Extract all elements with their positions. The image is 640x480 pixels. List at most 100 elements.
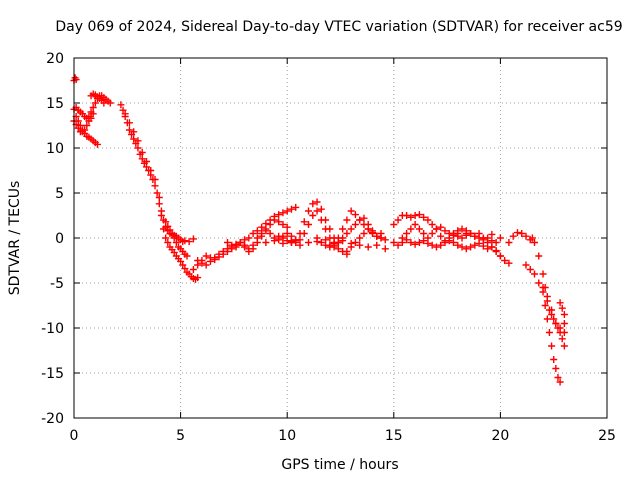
data-point — [501, 257, 509, 264]
y-axis-label: SDTVAR / TECUs — [7, 181, 23, 296]
data-point — [224, 239, 232, 246]
data-point — [100, 99, 108, 107]
data-point — [81, 126, 89, 134]
data-point — [535, 252, 543, 260]
data-point — [492, 248, 500, 255]
data-point — [292, 239, 300, 246]
data-point — [275, 211, 283, 219]
data-point — [441, 237, 449, 245]
data-point — [347, 225, 355, 233]
data-point — [513, 229, 521, 237]
data-point — [531, 270, 539, 278]
data-point — [241, 241, 249, 249]
data-point — [471, 241, 479, 249]
series-early-a — [70, 105, 101, 148]
data-point — [381, 245, 389, 253]
data-point — [560, 342, 568, 350]
data-point — [420, 237, 428, 245]
data-point — [224, 245, 232, 253]
data-point — [394, 241, 402, 249]
x-tick-label: 5 — [176, 428, 185, 444]
data-point — [279, 209, 287, 217]
data-point — [138, 155, 146, 163]
data-point — [330, 243, 338, 251]
data-point — [138, 149, 146, 156]
x-axis-label: GPS time / hours — [281, 457, 398, 473]
data-point — [394, 216, 402, 224]
data-point — [445, 234, 453, 242]
data-point — [179, 261, 187, 269]
data-point — [403, 230, 411, 237]
y-tick-label: 20 — [46, 51, 64, 67]
data-point — [249, 241, 257, 249]
data-point — [202, 261, 210, 269]
data-point — [347, 243, 355, 251]
data-point — [313, 207, 321, 215]
data-point — [390, 239, 398, 246]
data-point — [326, 241, 334, 249]
data-point — [275, 232, 283, 240]
data-point — [462, 227, 470, 235]
data-point — [351, 221, 359, 228]
y-tick-label: -10 — [41, 321, 64, 337]
series-late-fall-c — [539, 284, 568, 336]
data-point — [488, 237, 496, 245]
data-point — [545, 329, 553, 336]
data-point — [550, 315, 558, 323]
data-point — [125, 119, 133, 127]
data-point — [526, 266, 534, 273]
data-point — [554, 374, 562, 381]
series-mid-arch-b — [287, 207, 351, 258]
data-point — [543, 315, 551, 323]
data-point — [287, 238, 295, 246]
data-point — [411, 221, 419, 228]
data-point — [322, 225, 330, 233]
data-point — [232, 243, 240, 251]
series-early-d — [87, 90, 108, 107]
data-point — [432, 225, 440, 233]
data-point — [403, 236, 411, 244]
data-point — [509, 232, 517, 240]
data-point — [407, 239, 415, 246]
data-point — [458, 234, 466, 242]
data-point — [475, 230, 483, 237]
data-point — [560, 320, 568, 327]
series-decline-b — [121, 110, 197, 246]
data-point — [360, 230, 368, 237]
data-point — [373, 241, 381, 249]
data-point — [121, 110, 129, 118]
data-marks — [70, 74, 568, 386]
data-point — [147, 167, 155, 174]
data-point — [347, 207, 355, 215]
data-point — [87, 108, 95, 116]
axis-ticks: 0 5 10 15 20 25 -20 -15 -10 -5 0 5 10 15 20 — [41, 51, 616, 444]
data-point — [424, 234, 432, 242]
data-point — [535, 279, 543, 287]
data-point — [198, 259, 206, 267]
data-point — [373, 232, 381, 240]
data-point — [309, 212, 317, 219]
data-point — [428, 230, 436, 237]
data-point — [185, 238, 193, 246]
data-point — [415, 239, 423, 246]
data-point — [266, 230, 274, 237]
x-tick-label: 20 — [491, 428, 509, 444]
data-point — [89, 104, 97, 111]
data-point — [283, 230, 291, 237]
data-point — [475, 239, 483, 247]
data-point — [296, 241, 304, 249]
data-point — [245, 245, 253, 253]
data-point — [351, 211, 359, 219]
data-point — [458, 225, 466, 233]
data-point — [467, 243, 475, 251]
data-point — [356, 234, 364, 242]
data-point — [339, 234, 347, 242]
data-point — [189, 235, 197, 243]
data-point — [558, 304, 566, 312]
series-late-right — [556, 299, 568, 327]
data-point — [181, 265, 189, 273]
data-point — [194, 257, 202, 264]
x-tick-label: 15 — [385, 428, 403, 444]
data-point — [552, 320, 560, 327]
data-point — [292, 203, 300, 211]
